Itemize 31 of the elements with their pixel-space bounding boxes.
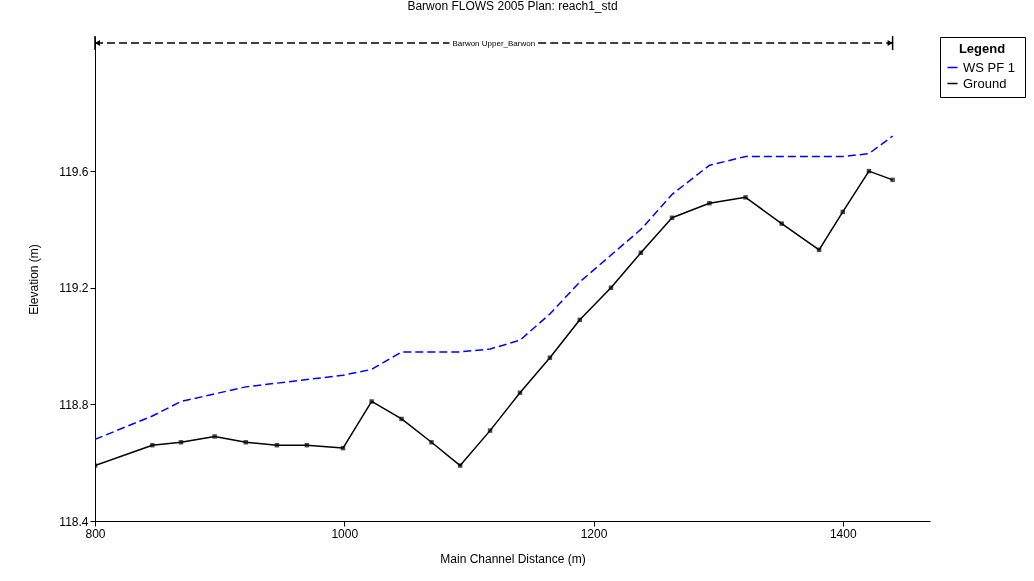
point — [150, 442, 155, 448]
x-tick-label: 1400 — [829, 526, 857, 541]
x-axis-title: Main Channel Distance (m) — [440, 551, 586, 566]
point — [779, 221, 784, 226]
y-axis-title: Elevation (m) — [27, 244, 42, 315]
point — [890, 177, 895, 183]
y-tick-label: 119.6 — [59, 164, 89, 179]
point — [369, 399, 374, 404]
point — [707, 200, 712, 206]
x-tick-label: 800 — [85, 526, 106, 541]
point — [243, 440, 249, 445]
x-tick-label: 1200 — [580, 526, 608, 541]
point — [517, 390, 523, 395]
y-tick-label: 118.4 — [59, 514, 89, 529]
legend-label: Ground — [963, 75, 1007, 91]
legend-title: Legend — [958, 41, 1006, 56]
y-tick-label: 119.2 — [59, 281, 89, 296]
x-tick-label: 1000 — [331, 526, 359, 541]
point — [457, 463, 463, 468]
point — [429, 440, 434, 445]
point — [487, 428, 493, 433]
point — [547, 355, 553, 360]
legend-label: WS PF 1 — [963, 59, 1016, 75]
line-series — [95, 135, 894, 441]
chart-title: Barwon FLOWS 2005 Plan: reach1_std — [407, 0, 618, 13]
annotation: Barwon Upper_Barwon — [452, 39, 536, 48]
y-tick-label: 118.8 — [59, 397, 89, 412]
point — [212, 434, 217, 439]
point — [178, 440, 184, 445]
point — [743, 195, 748, 200]
point — [399, 416, 404, 422]
